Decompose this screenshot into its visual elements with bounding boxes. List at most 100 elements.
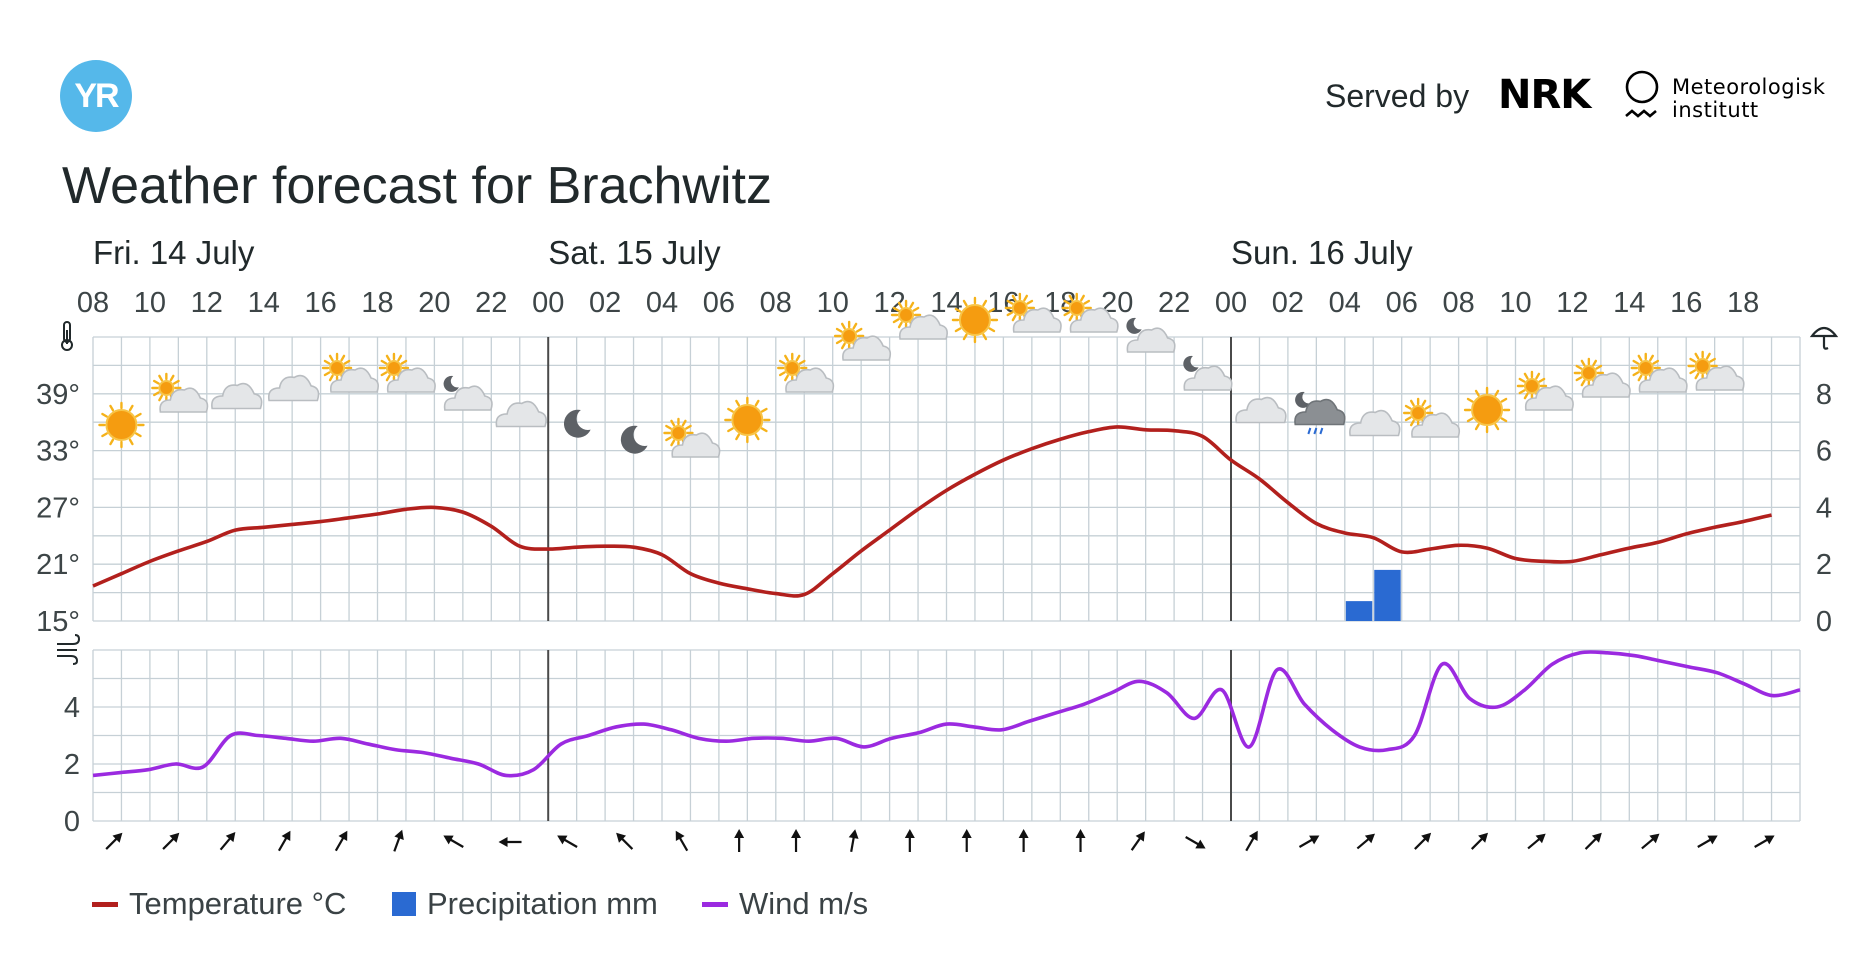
wind-arrow	[1584, 832, 1602, 850]
wind-arrow	[105, 832, 123, 850]
cloud-shape	[211, 382, 263, 410]
sun-ray	[988, 307, 996, 313]
moon-shape	[1126, 317, 1142, 334]
hour-label: 08	[760, 287, 792, 319]
cloud-shape	[898, 314, 948, 340]
sun-ray	[1404, 404, 1412, 410]
legend-wind-label: Wind m/s	[739, 886, 869, 921]
cloud-icon	[267, 374, 320, 402]
sun-ray	[1500, 397, 1508, 403]
sun-ray	[778, 371, 786, 377]
wind-arrow	[557, 835, 578, 848]
cloud-icon	[1235, 396, 1287, 424]
sun-ray	[988, 327, 996, 333]
sun-disc	[1523, 378, 1540, 394]
arrow-head	[498, 837, 508, 847]
sun-disc	[670, 425, 687, 441]
sun-ray	[1011, 294, 1017, 302]
sun-ray	[385, 354, 391, 362]
arrow-head	[1421, 832, 1432, 843]
sun-ray	[1637, 354, 1643, 362]
sun-disc	[1694, 358, 1711, 374]
sun-ray	[328, 374, 334, 382]
sun-cloud-icon	[1573, 357, 1631, 398]
wind-arrow	[393, 829, 404, 852]
precip-tick-label: 6	[1816, 436, 1832, 468]
cloud-icon	[1349, 409, 1401, 437]
wind-arrow	[334, 830, 348, 852]
sun-ray	[385, 374, 391, 382]
arrow-head	[616, 832, 627, 843]
arrow-head	[791, 829, 802, 838]
nrk-logo[interactable]: NRK	[1498, 72, 1591, 118]
sun-ray	[343, 359, 351, 365]
sun-disc	[1637, 360, 1654, 376]
sun-ray	[909, 301, 915, 309]
weather-icons	[98, 292, 1745, 458]
sun-ray	[840, 322, 846, 330]
sun-disc	[158, 380, 175, 396]
sun-ray	[109, 404, 115, 412]
rain-drop	[1307, 427, 1312, 435]
sun-ray	[1538, 377, 1546, 383]
hour-label: 08	[77, 287, 109, 319]
sun-ray	[1466, 417, 1474, 423]
sun-ray	[1705, 352, 1711, 360]
temperature-grid	[92, 336, 1801, 622]
sun-ray	[1632, 359, 1640, 365]
cloud-shape	[267, 374, 320, 402]
sun-ray	[1006, 311, 1014, 317]
wind-series	[92, 650, 1801, 778]
hour-label: 04	[646, 287, 678, 319]
sun-cloud-icon	[890, 299, 948, 340]
wind-arrow	[1130, 831, 1145, 851]
precip-tick-label: 8	[1816, 379, 1832, 411]
yr-logo[interactable]: YR	[60, 60, 132, 132]
hour-label: 10	[817, 287, 849, 319]
arrow-head	[848, 829, 859, 839]
wind-arrow	[1298, 835, 1320, 848]
sun-disc	[385, 360, 402, 376]
hour-label: 02	[1272, 287, 1304, 319]
sun-ray	[685, 424, 692, 430]
cloud-shape	[1183, 365, 1233, 391]
sun-cloud-icon	[378, 352, 436, 393]
sun-cloud-icon	[1061, 292, 1119, 333]
sun-ray	[962, 299, 968, 307]
sun-ray	[754, 433, 760, 441]
hour-label: 16	[1670, 287, 1702, 319]
sun-ray	[1523, 392, 1529, 400]
met-institute-logo[interactable]: Meteorologisk institutt	[1672, 76, 1826, 122]
cloud-shape	[1638, 367, 1688, 393]
sun-ray	[982, 299, 988, 307]
legend-wind[interactable]: Wind m/s	[702, 886, 868, 922]
wind-arrow	[791, 829, 802, 852]
precipitation-bars	[1345, 569, 1401, 621]
sun-ray	[892, 318, 900, 324]
cloud-shape	[159, 387, 209, 413]
hour-label: 12	[191, 287, 223, 319]
wind-tick-label: 4	[64, 692, 80, 724]
sun-disc	[329, 360, 346, 376]
sun-cloud-icon	[663, 417, 721, 458]
sun-icon	[724, 396, 771, 444]
rain-drop	[1319, 427, 1324, 435]
sun-ray	[1637, 374, 1643, 382]
sun-icon	[1463, 386, 1511, 434]
moon-cloud-icon	[1183, 355, 1233, 391]
hour-labels: 08 10 12 14 16 18 20 22 00 02 04 06 08 10 12 14 16 18 20 22…	[77, 287, 1759, 319]
moon-shape	[1183, 355, 1199, 372]
temp-tick-label: 27°	[36, 492, 80, 524]
temperature-series	[92, 425, 1772, 598]
cloud-shape	[1524, 385, 1574, 411]
sun-disc	[105, 409, 138, 441]
arrow-head	[225, 832, 236, 843]
sun-ray	[665, 424, 672, 430]
day-label: Fri. 14 July	[93, 234, 255, 271]
legend-precipitation[interactable]: Precipitation mm	[392, 886, 658, 922]
sun-ray	[954, 327, 962, 333]
wind-arrow	[1641, 833, 1660, 850]
legend-temperature[interactable]: Temperature °C	[92, 886, 346, 922]
cloud-shape	[1126, 327, 1176, 353]
wind-arrow	[675, 830, 689, 852]
